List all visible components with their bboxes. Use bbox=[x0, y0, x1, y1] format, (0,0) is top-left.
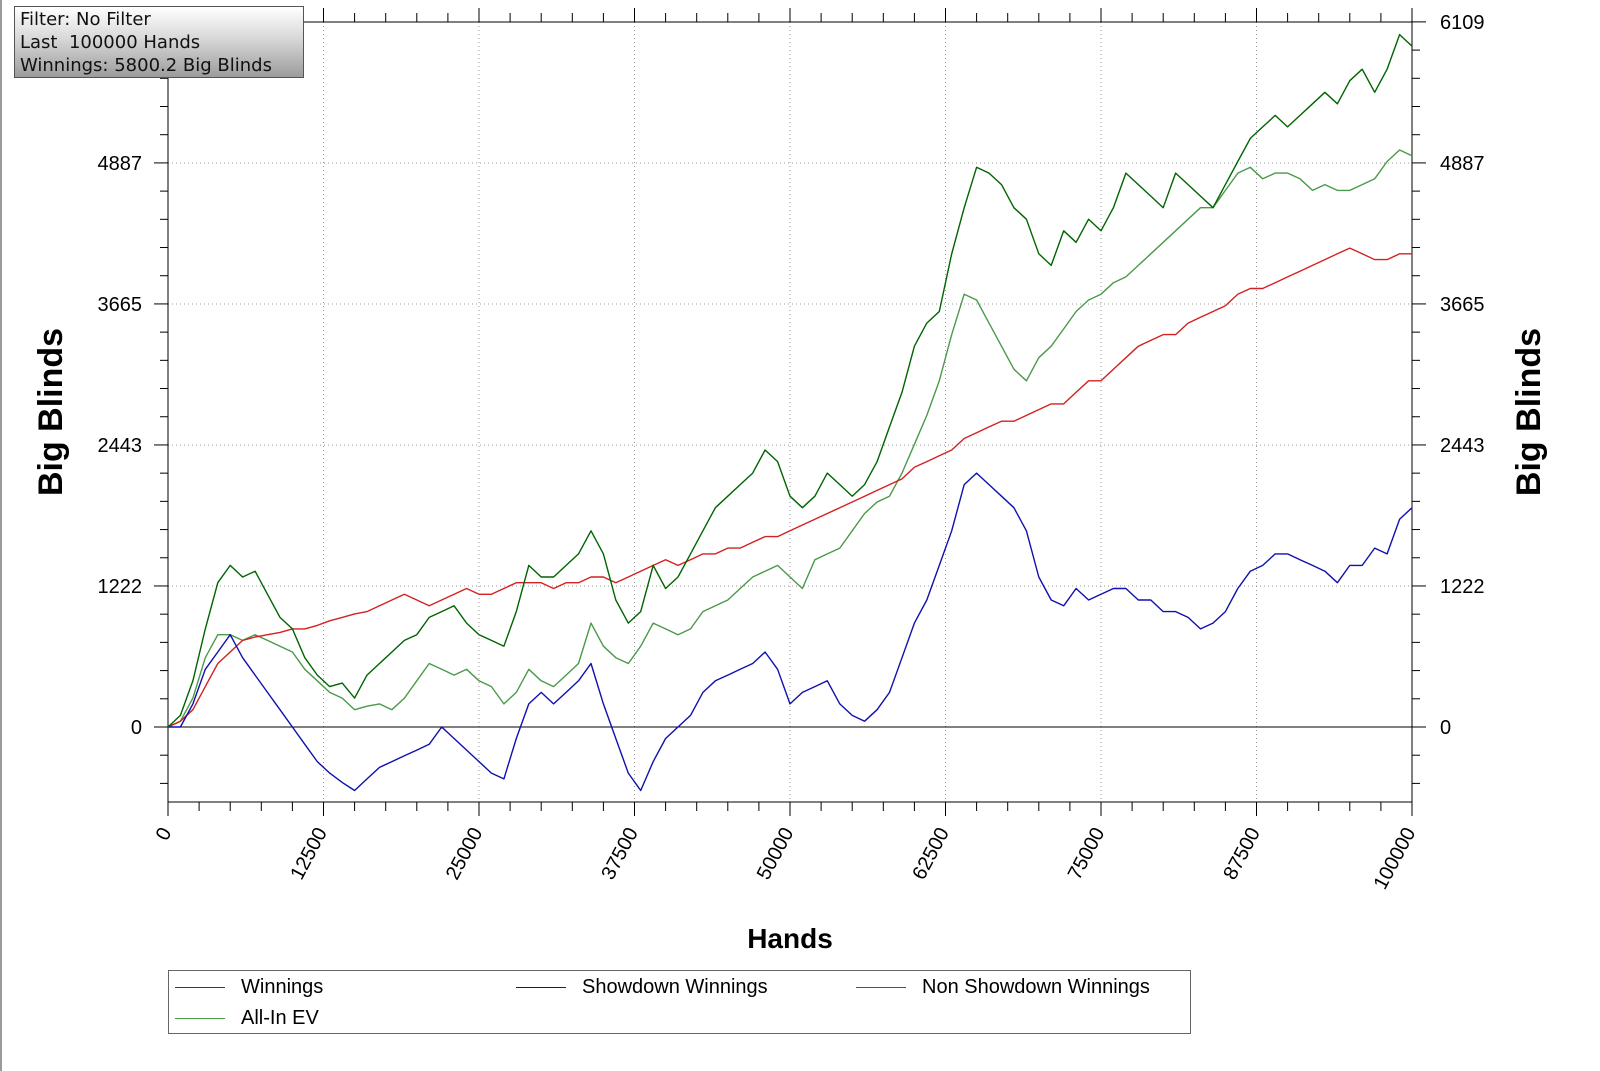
x-tick-label: 62500 bbox=[908, 824, 954, 883]
legend-label-showdown-winnings: Showdown Winnings bbox=[582, 975, 768, 998]
series-line-showdown-winnings bbox=[168, 472, 1413, 792]
legend-swatch-non-showdown-winnings bbox=[856, 986, 906, 988]
y-tick-label-right: 2443 bbox=[1440, 435, 1485, 457]
y-tick-label-right: 4887 bbox=[1440, 153, 1485, 175]
y-tick-label-right: 0 bbox=[1440, 717, 1451, 739]
legend-label-non-showdown-winnings: Non Showdown Winnings bbox=[922, 975, 1150, 998]
series-line-winnings bbox=[167, 33, 1413, 728]
legend-swatch-all-in-ev bbox=[175, 1017, 225, 1019]
filter-label: Filter: No Filter bbox=[20, 9, 151, 30]
x-tick-label: 25000 bbox=[442, 824, 488, 883]
filter-info-box: Filter: No Filter Last 100000 Hands Winn… bbox=[14, 6, 304, 78]
gridlines bbox=[168, 22, 1412, 802]
x-axis-labels: 0 12500 25000 37500 50000 62500 75000 87500 1000… bbox=[152, 824, 1421, 893]
legend-item-winnings: Winnings bbox=[175, 973, 323, 1001]
x-tick-label: 75000 bbox=[1064, 824, 1110, 883]
legend-label-winnings: Winnings bbox=[241, 975, 324, 998]
axis-ticks bbox=[154, 8, 1426, 816]
series-lines bbox=[167, 33, 1413, 792]
y-axis-right-labels: 0 1222 2443 3665 4887 6109 bbox=[1440, 12, 1485, 739]
x-tick-label: 100000 bbox=[1370, 824, 1421, 893]
y-tick-label-right: 1222 bbox=[1440, 576, 1485, 598]
x-tick-label: 0 bbox=[152, 824, 177, 844]
legend-item-non-showdown-winnings: Non Showdown Winnings bbox=[856, 973, 1150, 1001]
hands-count-label: Last 100000 Hands bbox=[20, 32, 201, 53]
plot-area-border bbox=[167, 21, 1413, 803]
y-axis-title-left: Big Blinds bbox=[32, 328, 70, 496]
series-line-non-showdown-winnings bbox=[167, 247, 1412, 728]
x-tick-label: 87500 bbox=[1219, 824, 1265, 883]
y-tick-label-left: 2443 bbox=[98, 435, 143, 457]
legend-swatch-showdown-winnings bbox=[516, 986, 566, 988]
winnings-total-label: Winnings: 5800.2 Big Blinds bbox=[20, 55, 272, 76]
legend-item-all-in-ev: All-In EV bbox=[175, 1004, 319, 1032]
x-tick-label: 12500 bbox=[286, 824, 332, 883]
legend-label-all-in-ev: All-In EV bbox=[241, 1006, 319, 1029]
x-tick-label: 50000 bbox=[753, 824, 799, 883]
x-axis-title: Hands bbox=[747, 923, 833, 954]
legend-swatch-winnings bbox=[175, 986, 225, 988]
y-tick-label-right: 3665 bbox=[1440, 294, 1485, 316]
y-axis-left-labels: 0 1222 2443 3665 4887 bbox=[98, 153, 143, 739]
y-tick-label-left: 4887 bbox=[98, 153, 143, 175]
y-tick-label-left: 0 bbox=[131, 717, 142, 739]
y-tick-label-left: 1222 bbox=[98, 576, 143, 598]
chart-legend: Winnings All-In EV Showdown Winnings Non… bbox=[168, 970, 1191, 1034]
y-tick-label-right: 6109 bbox=[1440, 12, 1485, 34]
x-tick-label: 37500 bbox=[597, 824, 643, 883]
legend-item-showdown-winnings: Showdown Winnings bbox=[516, 973, 768, 1001]
window-left-border bbox=[0, 0, 2, 1071]
y-tick-label-left: 3665 bbox=[98, 294, 143, 316]
series-line-all-in-ev bbox=[167, 149, 1413, 728]
y-axis-title-right: Big Blinds bbox=[1510, 328, 1548, 496]
